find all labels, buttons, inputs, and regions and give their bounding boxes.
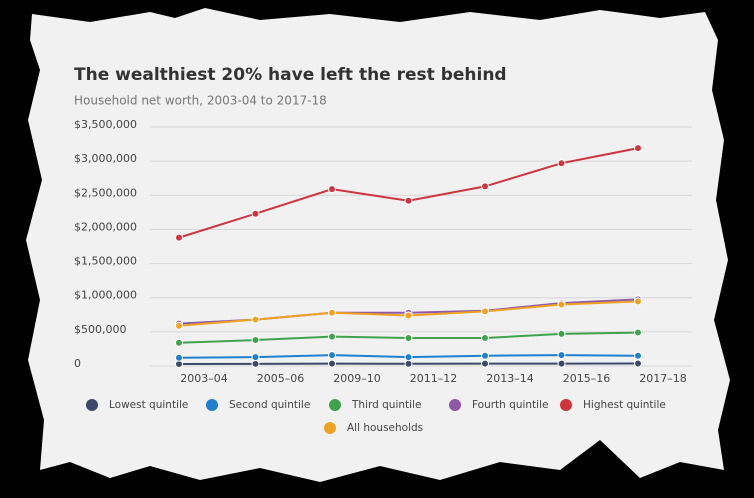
x-tick-label: 2009–10 — [333, 372, 381, 385]
data-point — [634, 359, 642, 368]
legend-marker — [560, 399, 572, 411]
data-point — [175, 233, 183, 242]
legend-marker — [329, 399, 341, 411]
data-point — [557, 329, 566, 338]
data-point — [404, 334, 413, 343]
data-point — [481, 359, 489, 368]
legend-label: Lowest quintile — [109, 399, 188, 411]
data-point — [328, 332, 336, 341]
data-point — [251, 336, 260, 345]
data-point — [328, 185, 336, 194]
legend-label: Fourth quintile — [472, 399, 548, 411]
data-point — [404, 311, 413, 320]
x-tick-label: 2013–14 — [486, 372, 534, 385]
data-point — [481, 182, 489, 191]
data-point — [251, 353, 260, 362]
y-tick-label: $1,500,000 — [74, 255, 137, 268]
legend-marker — [449, 399, 461, 411]
data-point — [251, 359, 260, 368]
y-tick-label: $2,500,000 — [74, 186, 137, 199]
chart-title: The wealthiest 20% have left the rest be… — [74, 65, 507, 85]
y-tick-label: 0 — [74, 357, 81, 370]
legend-marker — [206, 399, 218, 411]
data-point — [634, 297, 642, 306]
data-point — [634, 328, 642, 337]
data-point — [175, 321, 183, 330]
data-point — [634, 351, 642, 360]
x-tick-label: 2005–06 — [257, 372, 305, 385]
data-point — [328, 359, 336, 368]
data-point — [251, 315, 260, 324]
data-point — [557, 159, 566, 168]
data-point — [481, 334, 489, 343]
legend-label: Second quintile — [229, 399, 310, 411]
legend-label: All households — [347, 422, 423, 434]
data-point — [557, 300, 566, 309]
y-tick-label: $500,000 — [74, 323, 127, 336]
x-tick-label: 2017–18 — [639, 372, 687, 385]
x-tick-label: 2015–16 — [563, 372, 611, 385]
chart-subtitle: Household net worth, 2003-04 to 2017-18 — [74, 94, 327, 108]
data-point — [481, 351, 489, 360]
legend-label: Third quintile — [351, 399, 421, 411]
data-point — [175, 338, 183, 347]
data-point — [404, 353, 413, 362]
y-tick-label: $1,000,000 — [74, 289, 137, 302]
y-tick-label: $3,000,000 — [74, 152, 137, 165]
y-tick-label: $2,000,000 — [74, 220, 137, 233]
x-tick-label: 2011–12 — [410, 372, 458, 385]
data-point — [634, 144, 642, 153]
legend-marker — [86, 399, 98, 411]
data-point — [557, 359, 566, 368]
legend-label: Highest quintile — [583, 399, 666, 411]
data-point — [175, 353, 183, 362]
x-tick-label: 2003–04 — [180, 372, 228, 385]
y-tick-label: $3,500,000 — [74, 118, 137, 131]
data-point — [404, 196, 413, 205]
legend-marker — [324, 422, 336, 434]
data-point — [328, 351, 336, 360]
data-point — [557, 351, 566, 360]
data-point — [328, 308, 336, 317]
data-point — [481, 307, 489, 316]
data-point — [251, 209, 260, 218]
data-point — [404, 359, 413, 368]
